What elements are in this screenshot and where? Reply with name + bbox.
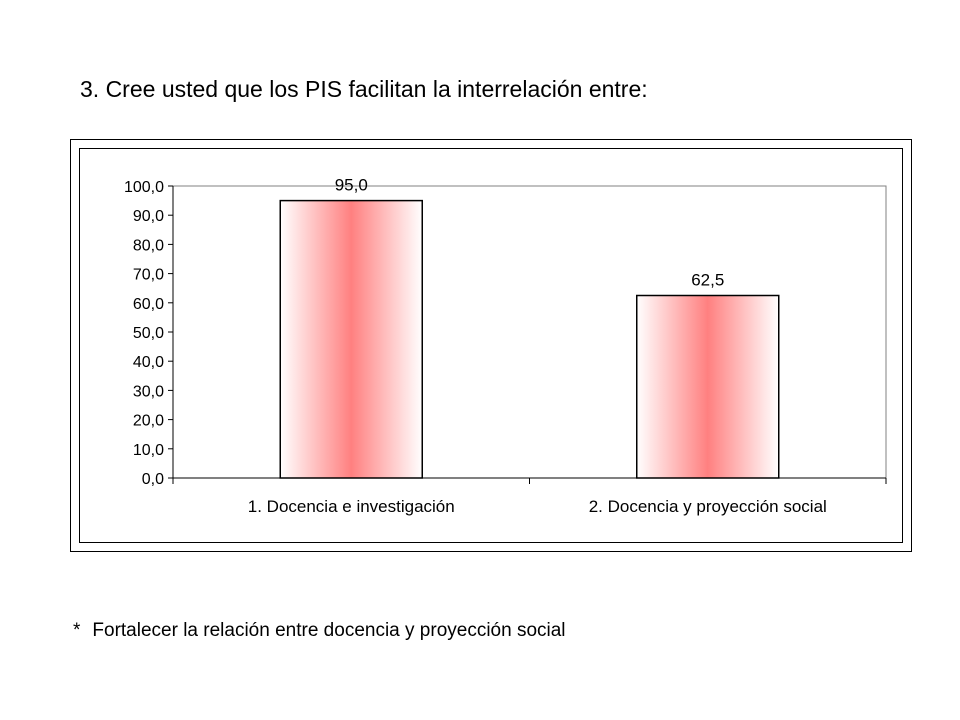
y-tick-label: 90,0: [133, 208, 164, 225]
y-tick-label: 50,0: [133, 325, 164, 342]
y-tick-label: 20,0: [133, 413, 164, 430]
x-tick-label: 1. Docencia e investigación: [248, 497, 455, 516]
labels: 0,0 10,0 20,0 30,0 40,0 50,0 60,0 70,0 80,0 90,0 1…: [124, 176, 827, 516]
y-tick-label: 30,0: [133, 383, 164, 400]
y-tick-label: 60,0: [133, 296, 164, 313]
bars: [279, 199, 780, 479]
data-label: 95,0: [335, 176, 368, 195]
y-tick-label: 100,0: [124, 179, 164, 196]
footnote-bullet: *: [73, 620, 81, 641]
y-tick-label: 40,0: [133, 354, 164, 371]
bar: [636, 294, 780, 479]
x-tick-label: 2. Docencia y proyección social: [589, 497, 827, 516]
data-label: 62,5: [691, 271, 724, 290]
y-tick-label: 0,0: [142, 471, 164, 488]
y-tick-label: 70,0: [133, 267, 164, 284]
footnote: * Fortalecer la relación entre docencia y…: [73, 620, 566, 642]
bar-chart: 0,0 10,0 20,0 30,0 40,0 50,0 60,0 70,0 80,0 90,0 1…: [124, 176, 887, 516]
bar: [279, 199, 423, 479]
chart-frame: 0,0 10,0 20,0 30,0 40,0 50,0 60,0 70,0 80,0 90,0 1…: [70, 139, 912, 552]
chart-inner-frame: [79, 148, 903, 543]
y-tick-label: 10,0: [133, 442, 164, 459]
page-title: 3. Cree usted que los PIS facilitan la i…: [80, 76, 648, 102]
y-tick-label: 80,0: [133, 237, 164, 254]
footnote-text: Fortalecer la relación entre docencia y …: [92, 620, 566, 641]
